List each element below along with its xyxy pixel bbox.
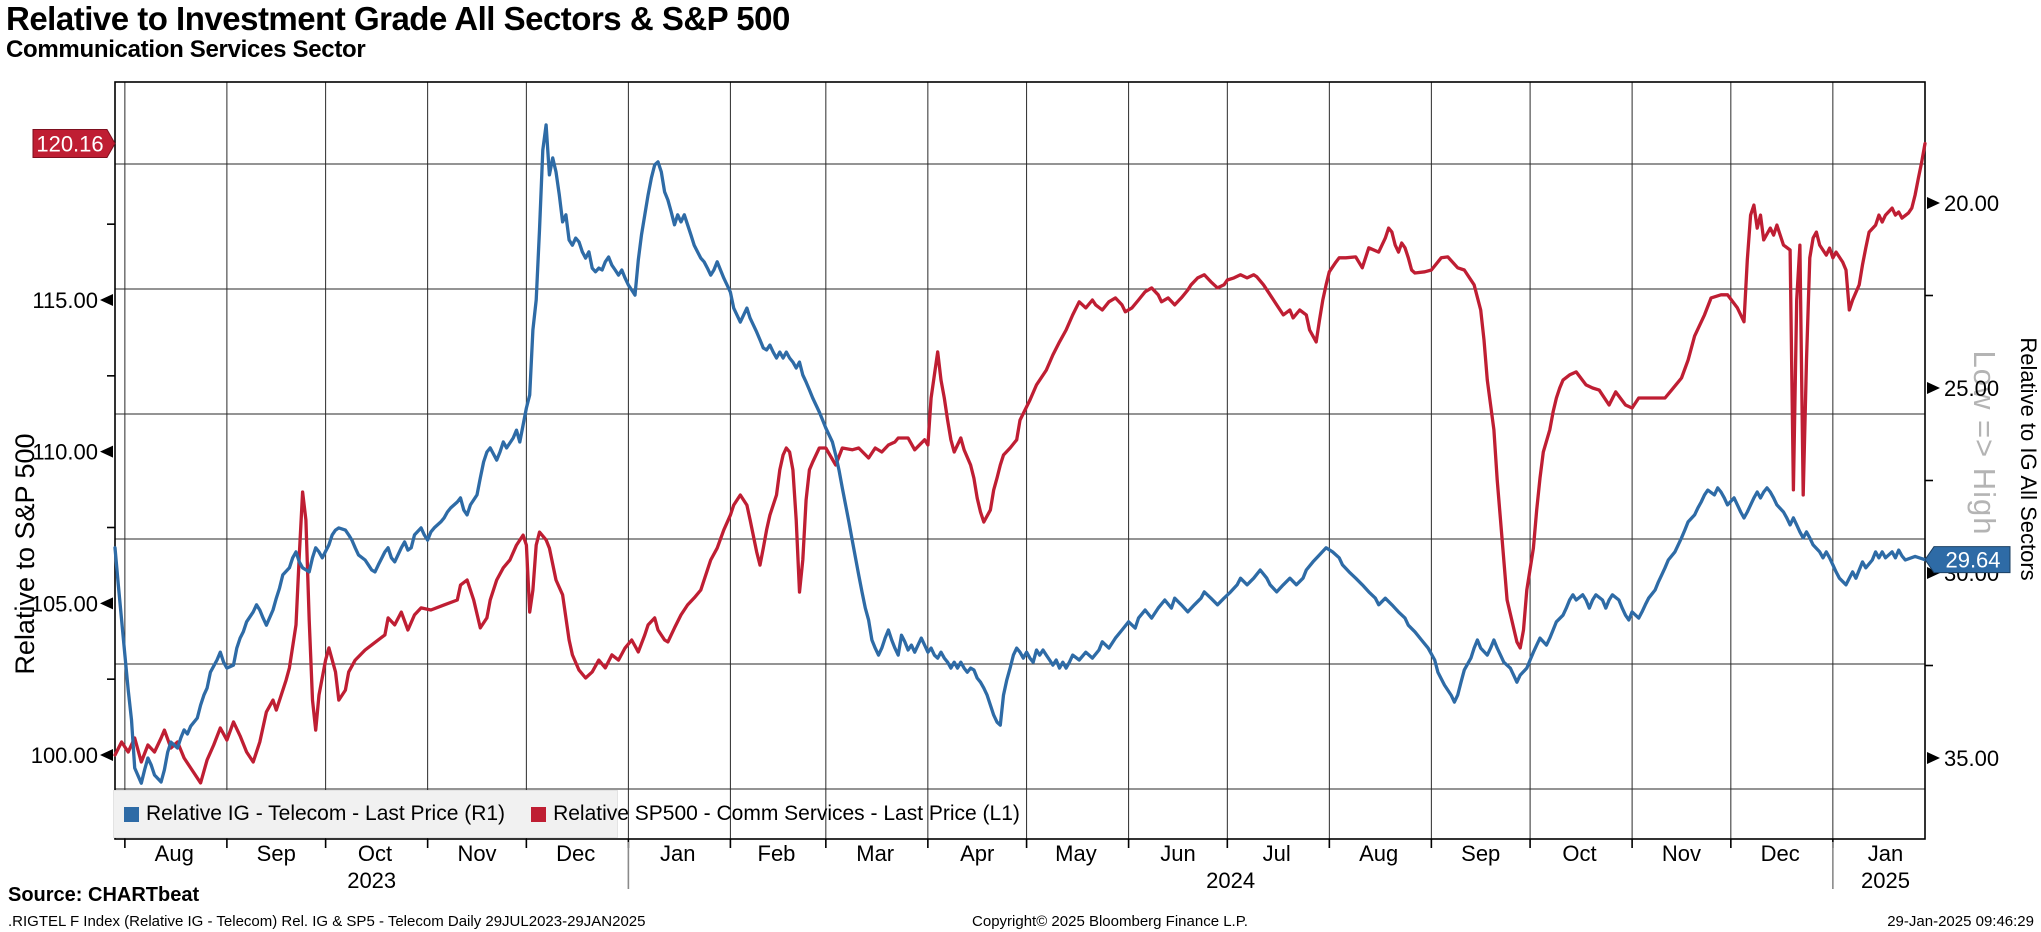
tick-arrow-icon bbox=[100, 445, 113, 458]
right-tick-label: 35.00 bbox=[1944, 746, 1999, 771]
year-label: 2024 bbox=[1206, 868, 1255, 893]
tick-arrow-icon bbox=[1927, 382, 1940, 394]
month-label: Apr bbox=[960, 841, 994, 866]
month-label: Oct bbox=[358, 841, 392, 866]
tick-arrow-icon bbox=[1927, 567, 1940, 579]
gridlines bbox=[115, 82, 1925, 839]
tick-arrow-icon bbox=[100, 749, 113, 761]
last-price-badge-right: 29.64 bbox=[1924, 546, 2011, 574]
month-label: Dec bbox=[1761, 841, 1800, 866]
month-label: Nov bbox=[457, 841, 496, 866]
year-label: 2023 bbox=[347, 868, 396, 893]
month-label: Jan bbox=[1868, 841, 1903, 866]
tick-arrow-icon bbox=[100, 597, 113, 610]
left-tick-label: 110.00 bbox=[32, 440, 98, 465]
x-axis-ticks bbox=[107, 223, 1933, 889]
month-label: Sep bbox=[1461, 841, 1500, 866]
month-label: Aug bbox=[155, 841, 194, 866]
legend-swatch-red-icon bbox=[531, 806, 547, 822]
month-label: Jul bbox=[1263, 841, 1291, 866]
right-tick-label: 20.00 bbox=[1944, 191, 1999, 216]
page-subtitle: Communication Services Sector bbox=[6, 36, 366, 63]
series-line-sp500-comm-services bbox=[113, 141, 1927, 785]
source-label: Source: CHARTbeat bbox=[8, 884, 200, 906]
left-axis-labels: 100.00 105.00 110.00 115.00 bbox=[31, 288, 113, 768]
month-label: Mar bbox=[856, 841, 894, 866]
left-tick-label: 115.00 bbox=[32, 288, 98, 313]
year-label: 2025 bbox=[1861, 868, 1910, 893]
right-tick-label: 25.00 bbox=[1944, 376, 1999, 401]
tick-arrow-icon bbox=[100, 294, 113, 307]
month-label: Jan bbox=[660, 841, 695, 866]
month-label: Jun bbox=[1160, 841, 1195, 866]
last-price-badge-left: 120.16 bbox=[32, 128, 116, 158]
month-label: Dec bbox=[556, 841, 595, 866]
month-label: Sep bbox=[257, 841, 296, 866]
plot-border bbox=[114, 81, 1926, 840]
tick-arrow-icon bbox=[1927, 752, 1940, 764]
chart-legend: Relative IG - Telecom - Last Price (R1) … bbox=[113, 790, 1020, 838]
badge-value: 120.16 bbox=[36, 131, 103, 156]
copyright-label: Copyright© 2025 Bloomberg Finance L.P. bbox=[972, 913, 1248, 930]
left-tick-label: 105.00 bbox=[31, 591, 98, 616]
chart-description: .RIGTEL F Index (Relative IG - Telecom) … bbox=[8, 913, 646, 930]
legend-swatch-blue-icon bbox=[124, 806, 139, 822]
month-label: Feb bbox=[758, 841, 796, 866]
badge-value: 29.64 bbox=[1945, 548, 2000, 573]
tick-arrow-icon bbox=[1927, 197, 1940, 209]
x-axis-labels: Aug Sep Oct Nov Dec Jan Feb Mar Apr May Jun Jul Aug S… bbox=[155, 841, 1910, 893]
month-label: May bbox=[1055, 841, 1097, 866]
legend-item-ig-telecom: Relative IG - Telecom - Last Price (R1) bbox=[124, 802, 505, 826]
legend-label: Relative SP500 - Comm Services - Last Pr… bbox=[553, 802, 1020, 825]
legend-item-sp500-comm: Relative SP500 - Comm Services - Last Pr… bbox=[531, 802, 1020, 826]
series-line-ig-telecom bbox=[113, 123, 1927, 785]
legend-label: Relative IG - Telecom - Last Price (R1) bbox=[146, 802, 506, 825]
page-title: Relative to Investment Grade All Sectors… bbox=[6, 0, 790, 37]
timestamp-label: 29-Jan-2025 09:46:29 bbox=[1887, 913, 2034, 930]
month-label: Nov bbox=[1662, 841, 1701, 866]
month-label: Aug bbox=[1359, 841, 1398, 866]
month-label: Oct bbox=[1562, 841, 1596, 866]
left-tick-label: 100.00 bbox=[31, 743, 98, 768]
